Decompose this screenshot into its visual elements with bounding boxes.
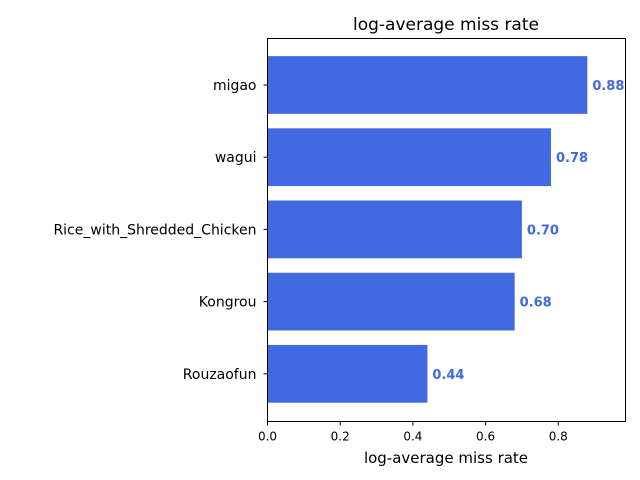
category-labels: migao wagui Rice_with_Shredded_Chicken Kong…	[53, 78, 256, 383]
x-tick-label: 0.6	[476, 430, 495, 444]
data-label: 0.88	[592, 79, 624, 94]
data-labels: 0.88 0.78 0.70 0.68 0.44	[432, 79, 624, 383]
x-axis-ticks: 0.0 0.2 0.4 0.6 0.8	[258, 84, 568, 444]
bar-kongrou	[267, 272, 515, 331]
bar-rouzaofun	[267, 344, 428, 403]
bar-migao	[267, 56, 588, 114]
category-label: wagui	[215, 150, 257, 166]
data-label: 0.44	[432, 368, 464, 383]
chart-title: log-average miss rate	[353, 15, 539, 35]
category-label: migao	[213, 78, 257, 94]
bars-group	[267, 56, 588, 403]
data-label: 0.68	[520, 296, 552, 311]
x-axis-label: log-average miss rate	[364, 449, 528, 467]
x-tick-label: 0.4	[403, 430, 422, 444]
x-tick-label: 0.0	[258, 430, 277, 444]
data-label: 0.70	[527, 223, 559, 238]
plot-frame	[267, 38, 626, 422]
category-label: Rouzaofun	[183, 367, 257, 383]
category-label: Kongrou	[199, 295, 257, 311]
x-tick-label: 0.2	[331, 430, 350, 444]
category-label: Rice_with_Shredded_Chicken	[53, 222, 256, 238]
data-label: 0.78	[556, 151, 588, 166]
bar-wagui	[267, 128, 551, 187]
x-tick-label: 0.8	[549, 430, 568, 444]
bar-rice-with-shredded-chicken	[267, 200, 522, 259]
